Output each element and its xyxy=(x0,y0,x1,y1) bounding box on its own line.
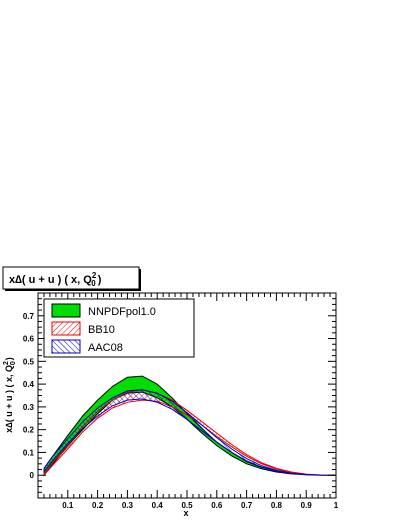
x-tick-label: 1 xyxy=(334,501,339,510)
legend: NNPDFpol1.0 BB10 AAC08 xyxy=(43,298,195,358)
chart-title-sup: 2 xyxy=(92,271,97,280)
legend-label-nnpdf: NNPDFpol1.0 xyxy=(88,306,156,318)
y-tick-label: 0.6 xyxy=(23,335,35,344)
x-tick-label: 0.7 xyxy=(241,501,253,510)
y-tick-label: 0 xyxy=(30,471,35,480)
legend-swatch-nnpdf xyxy=(51,303,81,318)
x-tick-label: 0.1 xyxy=(62,501,74,510)
legend-label-bb10: BB10 xyxy=(88,324,115,336)
x-tick-label: 0.6 xyxy=(211,501,223,510)
x-tick-label: 0.8 xyxy=(271,501,283,510)
y-axis-label-sup: 2 xyxy=(3,361,10,365)
chart-title: x∆( u + u ) ( x, Q2 0) xyxy=(9,271,102,288)
legend-swatch-bb10 xyxy=(51,321,81,336)
y-axis-label: x∆( u + u ) ( x, Q20) xyxy=(3,357,17,433)
x-tick-label: 0.2 xyxy=(92,501,104,510)
y-axis-label-sub: 0 xyxy=(10,361,17,365)
band-aac08 xyxy=(43,389,337,476)
x-tick-label: 0.4 xyxy=(152,501,164,510)
bands xyxy=(43,375,337,477)
y-tick-label: 0.7 xyxy=(23,312,35,321)
x-axis-ticks: 0.1 0.2 0.3 0.4 0.5 0.6 0.7 0.8 0.9 1 xyxy=(37,293,339,510)
title-box xyxy=(2,266,140,290)
y-tick-label: 0.5 xyxy=(23,357,35,366)
legend-label-aac08: AAC08 xyxy=(88,342,123,354)
x-tick-label: 0.3 xyxy=(122,501,134,510)
legend-swatch-aac08 xyxy=(51,339,81,354)
x-tick-label: 0.5 xyxy=(181,501,193,510)
x-tick-label: 0.9 xyxy=(301,501,313,510)
chart-title-box: x∆( u + u ) ( x, Q2 0) xyxy=(2,266,141,291)
y-axis-label-tail: ) xyxy=(4,357,14,360)
chart-title-main: x∆( u + u ) ( x, Q xyxy=(9,274,92,286)
y-axis-label-main: x∆( u + u ) ( x, Q xyxy=(4,365,14,433)
y-tick-label: 0.4 xyxy=(23,380,35,389)
band-bb10 xyxy=(43,389,337,477)
chart-title-sub: 0 xyxy=(91,279,96,288)
x-axis-label: x xyxy=(183,508,188,518)
y-tick-label: 0.3 xyxy=(23,403,35,412)
chart-title-tail: ) xyxy=(98,274,102,286)
y-tick-label: 0.1 xyxy=(23,448,35,457)
y-tick-label: 0.2 xyxy=(23,426,35,435)
